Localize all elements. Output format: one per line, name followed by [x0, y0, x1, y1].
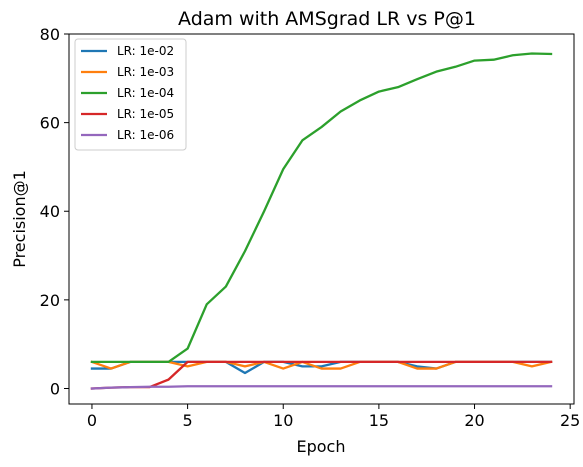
- chart-title: Adam with AMSgrad LR vs P@1: [178, 8, 476, 30]
- x-tick-label: 5: [183, 411, 193, 430]
- y-tick-label: 80: [40, 25, 60, 44]
- plot-area: [90, 52, 553, 390]
- series-line-2: [90, 52, 553, 364]
- x-tick-label: 20: [464, 411, 484, 430]
- y-tick-label: 20: [40, 291, 60, 310]
- series-line-3: [90, 360, 553, 390]
- axes-frame: [68, 33, 575, 405]
- x-tick-label: 25: [560, 411, 580, 430]
- x-tick-label: 0: [87, 411, 97, 430]
- legend-label-2: LR: 1e-04: [117, 86, 174, 100]
- legend-label-4: LR: 1e-06: [117, 128, 174, 142]
- y-tick-label: 60: [40, 114, 60, 133]
- series-line-4: [90, 385, 553, 390]
- y-tick-label: 0: [50, 379, 60, 398]
- x-axis-label: Epoch: [297, 437, 346, 456]
- legend-label-3: LR: 1e-05: [117, 107, 174, 121]
- x-tick-label: 15: [369, 411, 389, 430]
- legend-label-0: LR: 1e-02: [117, 44, 174, 58]
- axis-ticks: 0 5 10 15 20 25 0 20 40 60 80: [40, 25, 581, 430]
- x-tick-label: 10: [273, 411, 293, 430]
- y-axis-label: Precision@1: [10, 170, 29, 268]
- legend-label-1: LR: 1e-03: [117, 65, 174, 79]
- y-tick-label: 40: [40, 202, 60, 221]
- legend-box: [74, 38, 187, 151]
- legend: LR: 1e-02 LR: 1e-03 LR: 1e-04 LR: 1e-05 LR: …: [74, 38, 187, 151]
